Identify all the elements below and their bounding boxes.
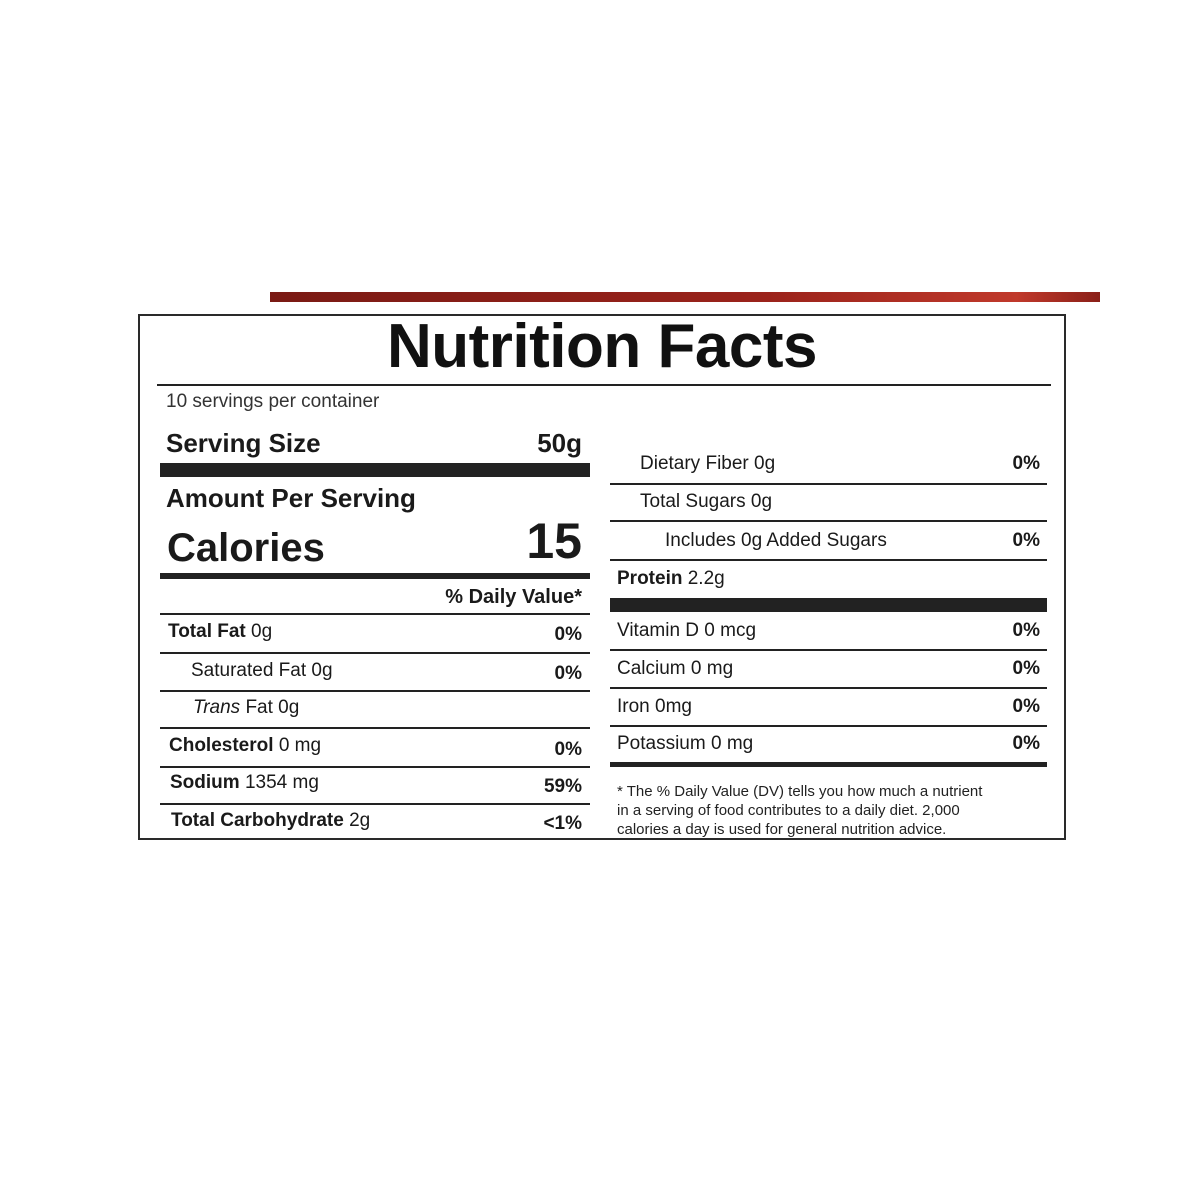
nutrient-name: Total Fat	[168, 621, 246, 642]
nutrient-amount: 2g	[349, 810, 371, 831]
dv-total-carbohydrate: <1%	[543, 813, 582, 834]
row-cholesterol: Cholesterol 0 mg	[169, 734, 321, 758]
nutrition-facts-panel	[138, 314, 1066, 840]
row-sodium: Sodium 1354 mg	[170, 771, 319, 795]
divider	[160, 652, 590, 654]
divider	[610, 483, 1047, 485]
serving-size-label: Serving Size	[166, 428, 321, 458]
row-total-fat: Total Fat 0g	[168, 620, 272, 644]
dv-total-fat: 0%	[554, 624, 582, 645]
dv-sodium: 59%	[543, 776, 582, 797]
nutrient-amount: Fat 0g	[245, 697, 300, 718]
thick-divider	[160, 463, 590, 477]
divider	[610, 520, 1047, 522]
divider	[160, 690, 590, 692]
medium-divider	[160, 573, 590, 579]
calories-value: 15	[526, 513, 582, 569]
dv-vitamin-d: 0%	[1012, 620, 1040, 641]
footnote-line: * The % Daily Value (DV) tells you how m…	[617, 783, 983, 800]
divider	[610, 687, 1047, 689]
nutrient-amount: 0g	[311, 660, 333, 681]
row-total-sugars: Total Sugars 0g	[640, 491, 773, 512]
row-protein: Protein 2.2g	[617, 567, 725, 591]
nutrient-name: Total Carbohydrate	[171, 810, 344, 831]
nutrient-amount: 0g	[251, 621, 273, 642]
footnote-line: in a serving of food contributes to a da…	[617, 802, 960, 819]
divider	[160, 727, 590, 729]
row-added-sugars: Includes 0g Added Sugars	[665, 530, 887, 551]
divider	[160, 803, 590, 805]
dv-potassium: 0%	[1012, 733, 1040, 754]
medium-divider	[610, 762, 1047, 767]
panel-title: Nutrition Facts	[387, 312, 817, 381]
dv-calcium: 0%	[1012, 658, 1040, 679]
nutrient-name: Protein	[617, 568, 683, 589]
nutrient-amount: 2.2g	[687, 568, 725, 589]
dv-dietary-fiber: 0%	[1012, 453, 1040, 474]
package-edge	[270, 292, 1100, 302]
divider	[610, 725, 1047, 727]
divider	[160, 613, 590, 615]
nutrient-name: Saturated Fat	[191, 660, 307, 681]
divider	[610, 559, 1047, 561]
footnote: * The % Daily Value (DV) tells you how m…	[617, 782, 982, 839]
row-total-carbohydrate: Total Carbohydrate 2g	[171, 809, 370, 833]
nutrient-name: Trans	[193, 697, 241, 718]
row-saturated-fat: Saturated Fat 0g	[191, 659, 333, 683]
nutrient-amount: 1354 mg	[244, 772, 319, 793]
divider	[160, 766, 590, 768]
row-dietary-fiber: Dietary Fiber 0g	[640, 453, 776, 474]
divider	[610, 649, 1047, 651]
dv-added-sugars: 0%	[1012, 530, 1040, 551]
calories-label: Calories	[167, 526, 325, 570]
footnote-line: calories a day is used for general nutri…	[617, 821, 947, 838]
row-calcium: Calcium 0 mg	[617, 658, 734, 679]
daily-value-header: % Daily Value*	[445, 586, 582, 608]
serving-size-value: 50g	[537, 428, 582, 458]
dv-cholesterol: 0%	[554, 739, 582, 760]
nutrient-name: Sodium	[170, 772, 240, 793]
dv-iron: 0%	[1012, 696, 1040, 717]
thick-divider	[610, 598, 1047, 612]
amount-per-serving: Amount Per Serving	[166, 483, 416, 513]
row-trans-fat: Trans Fat 0g	[193, 696, 299, 720]
servings-per-container: 10 servings per container	[166, 391, 380, 412]
nutrient-name: Cholesterol	[169, 735, 274, 756]
row-vitamin-d: Vitamin D 0 mcg	[617, 620, 757, 641]
nutrient-amount: 0 mg	[278, 735, 322, 756]
divider	[157, 384, 1051, 386]
row-iron: Iron 0mg	[617, 696, 692, 717]
dv-saturated-fat: 0%	[554, 663, 582, 684]
row-potassium: Potassium 0 mg	[617, 733, 754, 754]
